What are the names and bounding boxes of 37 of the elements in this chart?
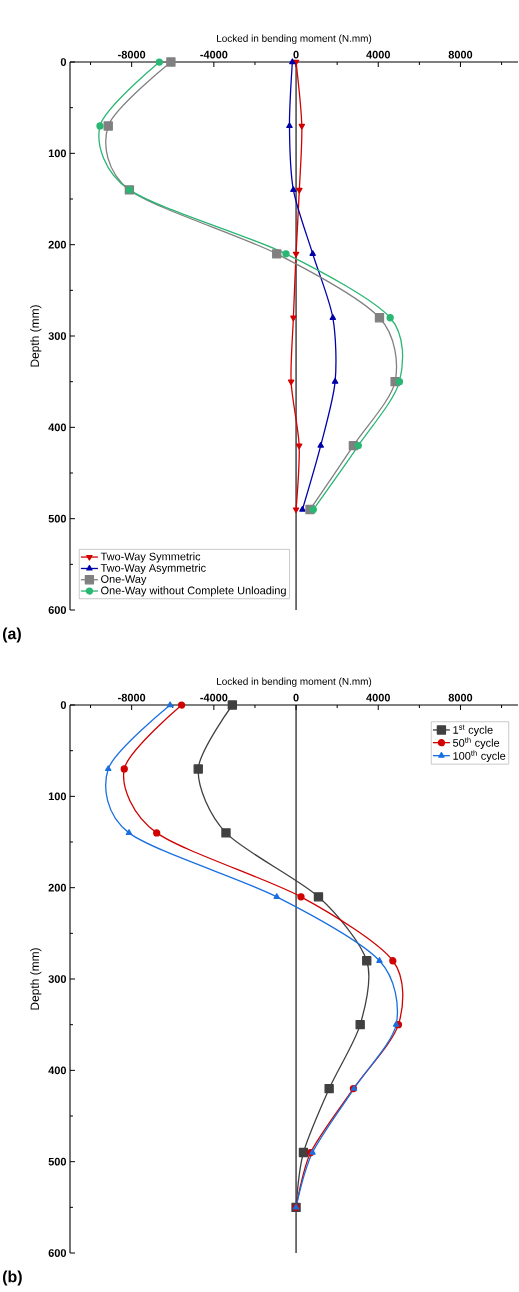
legend-label: 100$^{th}$ cycle [453, 750, 506, 762]
y-tick-label: 600 [48, 606, 67, 614]
legend-label: Two-Way Symmetric [101, 552, 201, 563]
y-tick-label: 200 [48, 883, 67, 892]
x-axis-title: Locked in bending moment (N.mm) [217, 34, 372, 44]
y-tick-label: 500 [48, 1157, 67, 1166]
x-tick-label: 8000 [448, 50, 473, 59]
legend-label: One-Way without Complete Unloading [101, 586, 287, 597]
y-tick-label: 0 [61, 58, 67, 66]
x-tick-label: 4000 [366, 693, 391, 702]
y-tick-label: 0 [61, 701, 67, 709]
x-tick-label: 0 [293, 693, 299, 702]
y-tick-label: 100 [49, 792, 67, 801]
y-tick-label: 100 [49, 149, 67, 158]
text: (a) [3, 627, 22, 643]
y-tick-label: 200 [48, 240, 67, 249]
y-tick-label: 500 [48, 514, 67, 523]
x-tick-label: -8000 [118, 693, 146, 702]
legend-label: 1$^{st}$ cycle [453, 724, 493, 736]
x-tick-label: 0 [293, 50, 299, 59]
y-axis-title: Depth (mm) [30, 305, 42, 367]
x-tick-label: -8000 [118, 50, 146, 59]
x-tick-label: -4000 [200, 693, 228, 702]
y-tick-label: 400 [48, 423, 67, 432]
legend-label: Two-Way Asymmetric [101, 563, 206, 574]
x-tick-label: 8000 [448, 693, 473, 702]
x-tick-label: 4000 [366, 50, 391, 59]
legend-label: 50$^{th}$ cycle [453, 737, 500, 749]
y-tick-label: 300 [48, 332, 67, 340]
text: (b) [3, 1270, 22, 1286]
y-tick-label: 600 [48, 1249, 67, 1257]
y-tick-label: 400 [48, 1066, 67, 1075]
x-axis-title: Locked in bending moment (N.mm) [217, 677, 372, 687]
y-axis-title: Depth (mm) [30, 948, 42, 1010]
y-tick-label: 300 [48, 975, 67, 983]
legend-label: One-Way [101, 575, 147, 586]
x-tick-label: -4000 [200, 50, 228, 59]
